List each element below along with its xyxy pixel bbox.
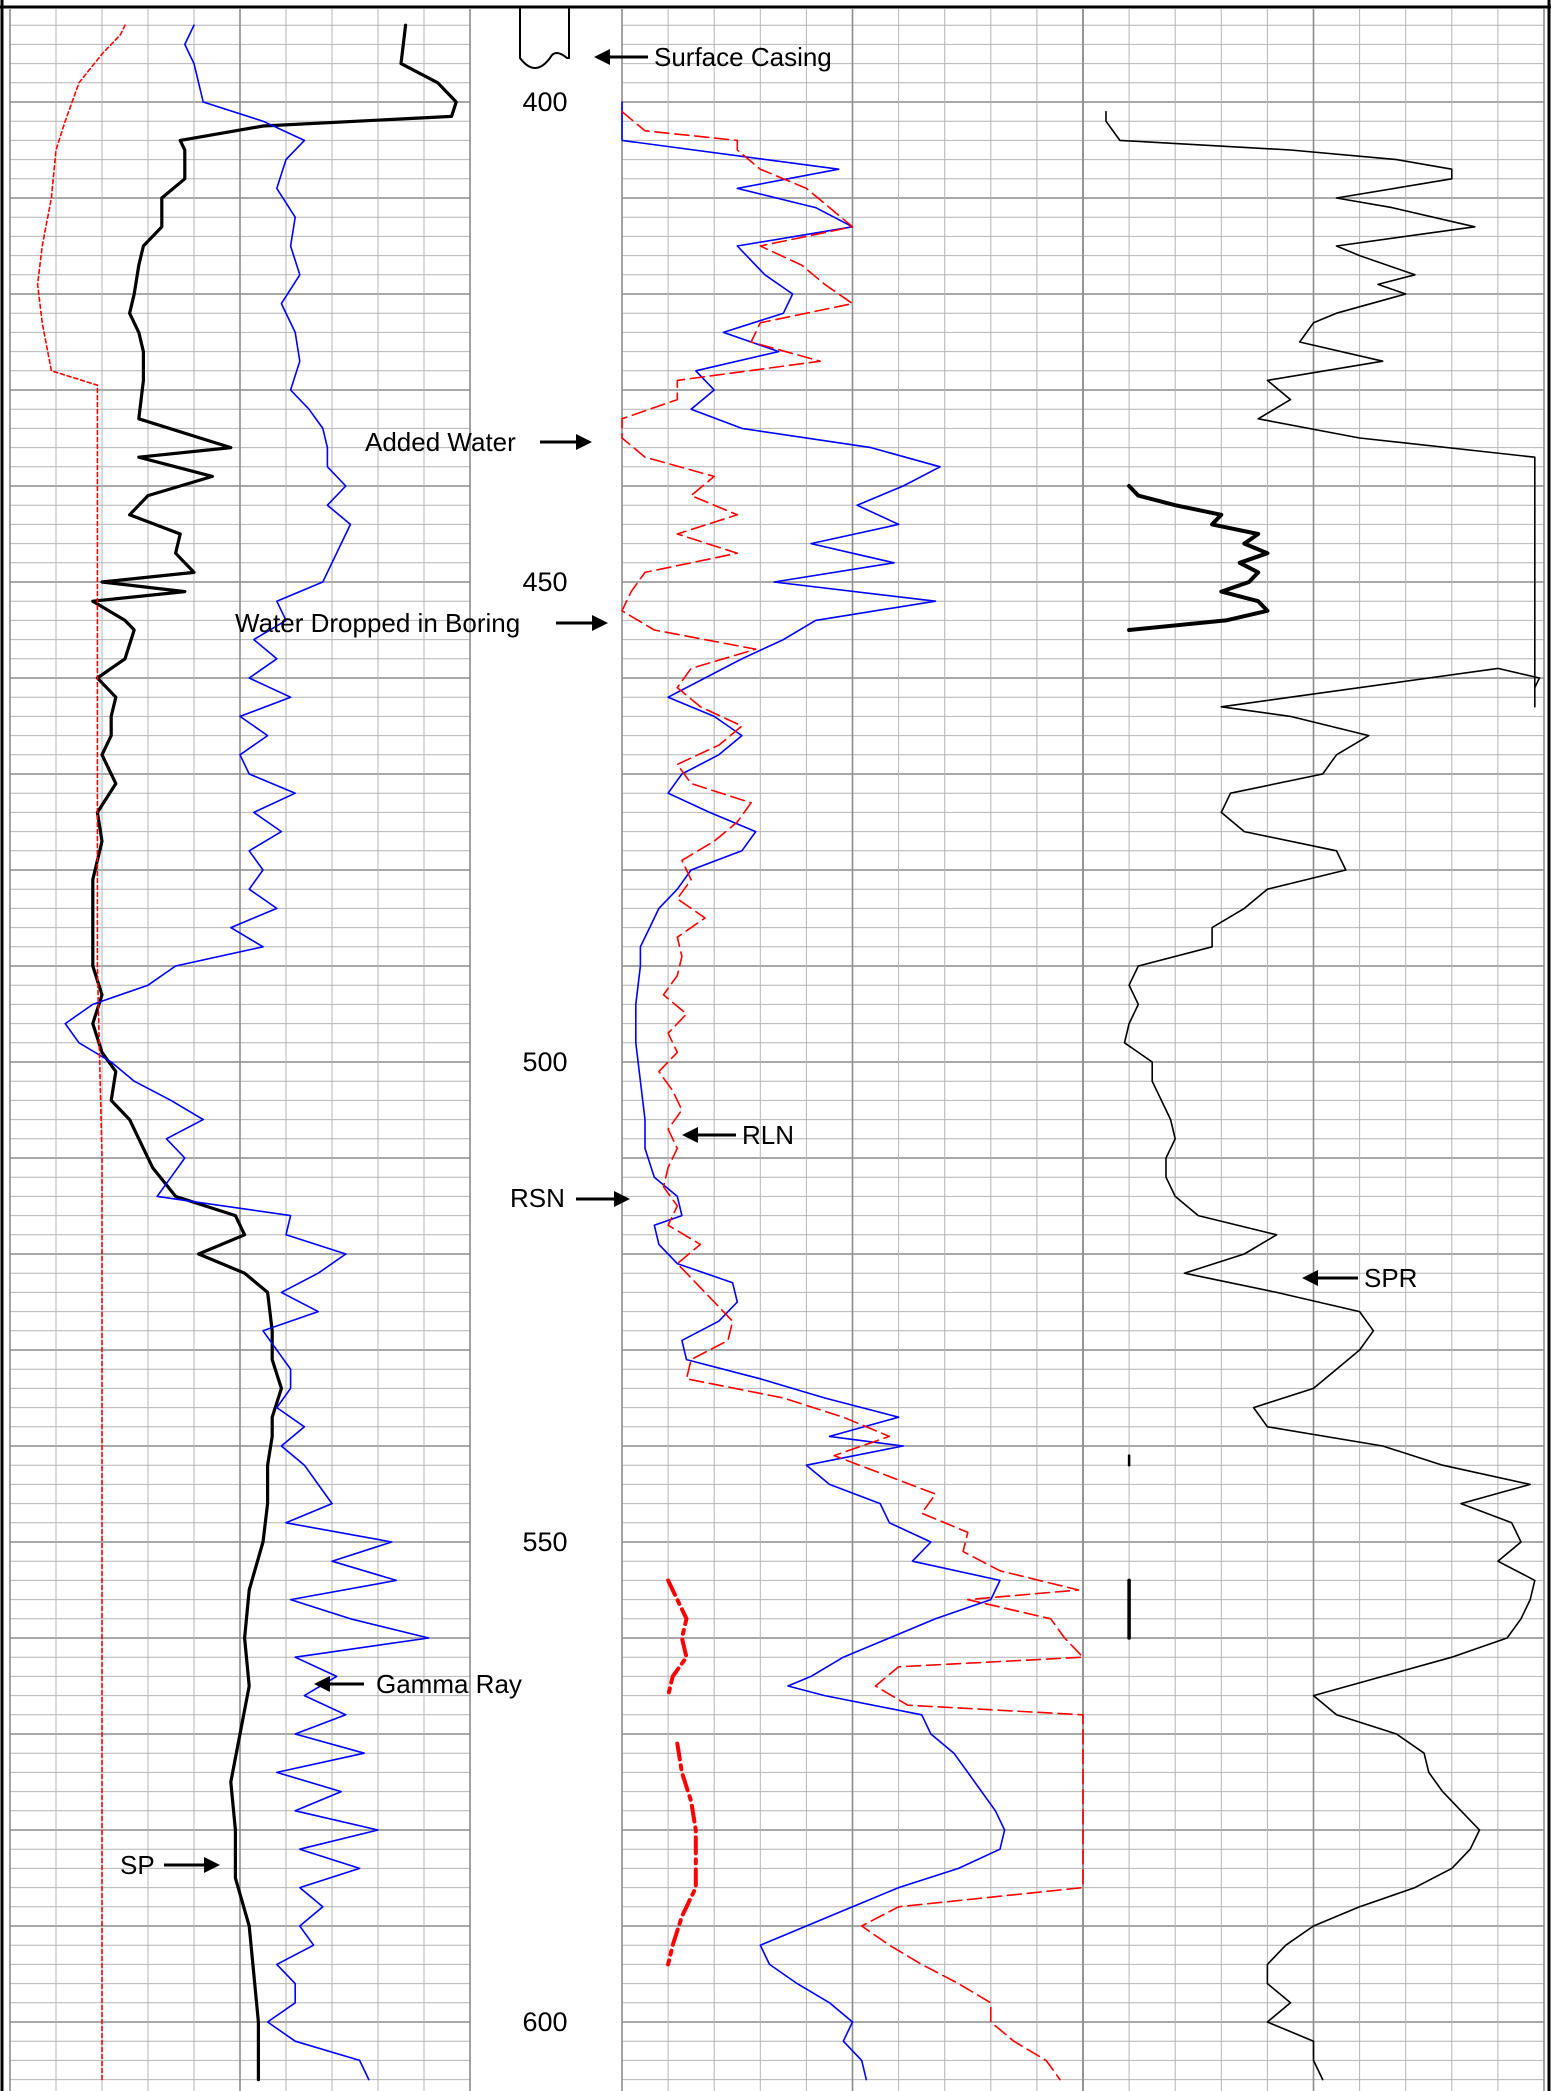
curve-series-2 (36, 24, 126, 2081)
annotation-rsn: RSN (510, 1183, 630, 1213)
arrow-head (592, 615, 608, 631)
arrow-head (1302, 1270, 1318, 1286)
curve-series-5 (666, 1578, 689, 1698)
curve-rln (621, 110, 1084, 2081)
curve-layer (36, 23, 1541, 2082)
added-water-label: Added Water (365, 427, 516, 457)
curve-gamma-ray (64, 24, 430, 2081)
rsn-label: RSN (510, 1183, 565, 1213)
arrow-head (314, 1676, 330, 1692)
water-dropped-label: Water Dropped in Boring (235, 608, 520, 638)
arrow-head (576, 434, 592, 450)
arrow-head (204, 1857, 220, 1873)
curve-rsn (621, 101, 1006, 2081)
annotation-water-dropped: Water Dropped in Boring (235, 608, 608, 638)
arrow-head (682, 1127, 698, 1143)
annotation-rln: RLN (682, 1120, 794, 1150)
annotation-gamma-ray: Gamma Ray (314, 1669, 522, 1699)
depth-label-550: 550 (522, 1527, 567, 1557)
rln-label: RLN (742, 1120, 794, 1150)
gamma-ray-label: Gamma Ray (376, 1669, 522, 1699)
surface-casing-symbol (519, 8, 570, 69)
curve-series-6 (666, 1741, 698, 1967)
curve-spr (1105, 110, 1541, 2081)
arrow-head (594, 49, 610, 65)
annotation-added-water: Added Water (365, 427, 592, 457)
sp-label: SP (120, 1850, 155, 1880)
grid-layer (9, 9, 1545, 2091)
depth-label-600: 600 (522, 2007, 567, 2037)
annotation-surface-casing: Surface Casing (594, 42, 832, 72)
depth-label-500: 500 (522, 1047, 567, 1077)
curve-series-8 (1127, 484, 1270, 632)
arrow-head (614, 1191, 630, 1207)
annotation-sp: SP (120, 1850, 220, 1880)
annotation-spr: SPR (1302, 1263, 1417, 1293)
depth-label-400: 400 (522, 87, 567, 117)
depth-label-450: 450 (522, 567, 567, 597)
surface-casing-label: Surface Casing (654, 42, 832, 72)
spr-label: SPR (1364, 1263, 1417, 1293)
